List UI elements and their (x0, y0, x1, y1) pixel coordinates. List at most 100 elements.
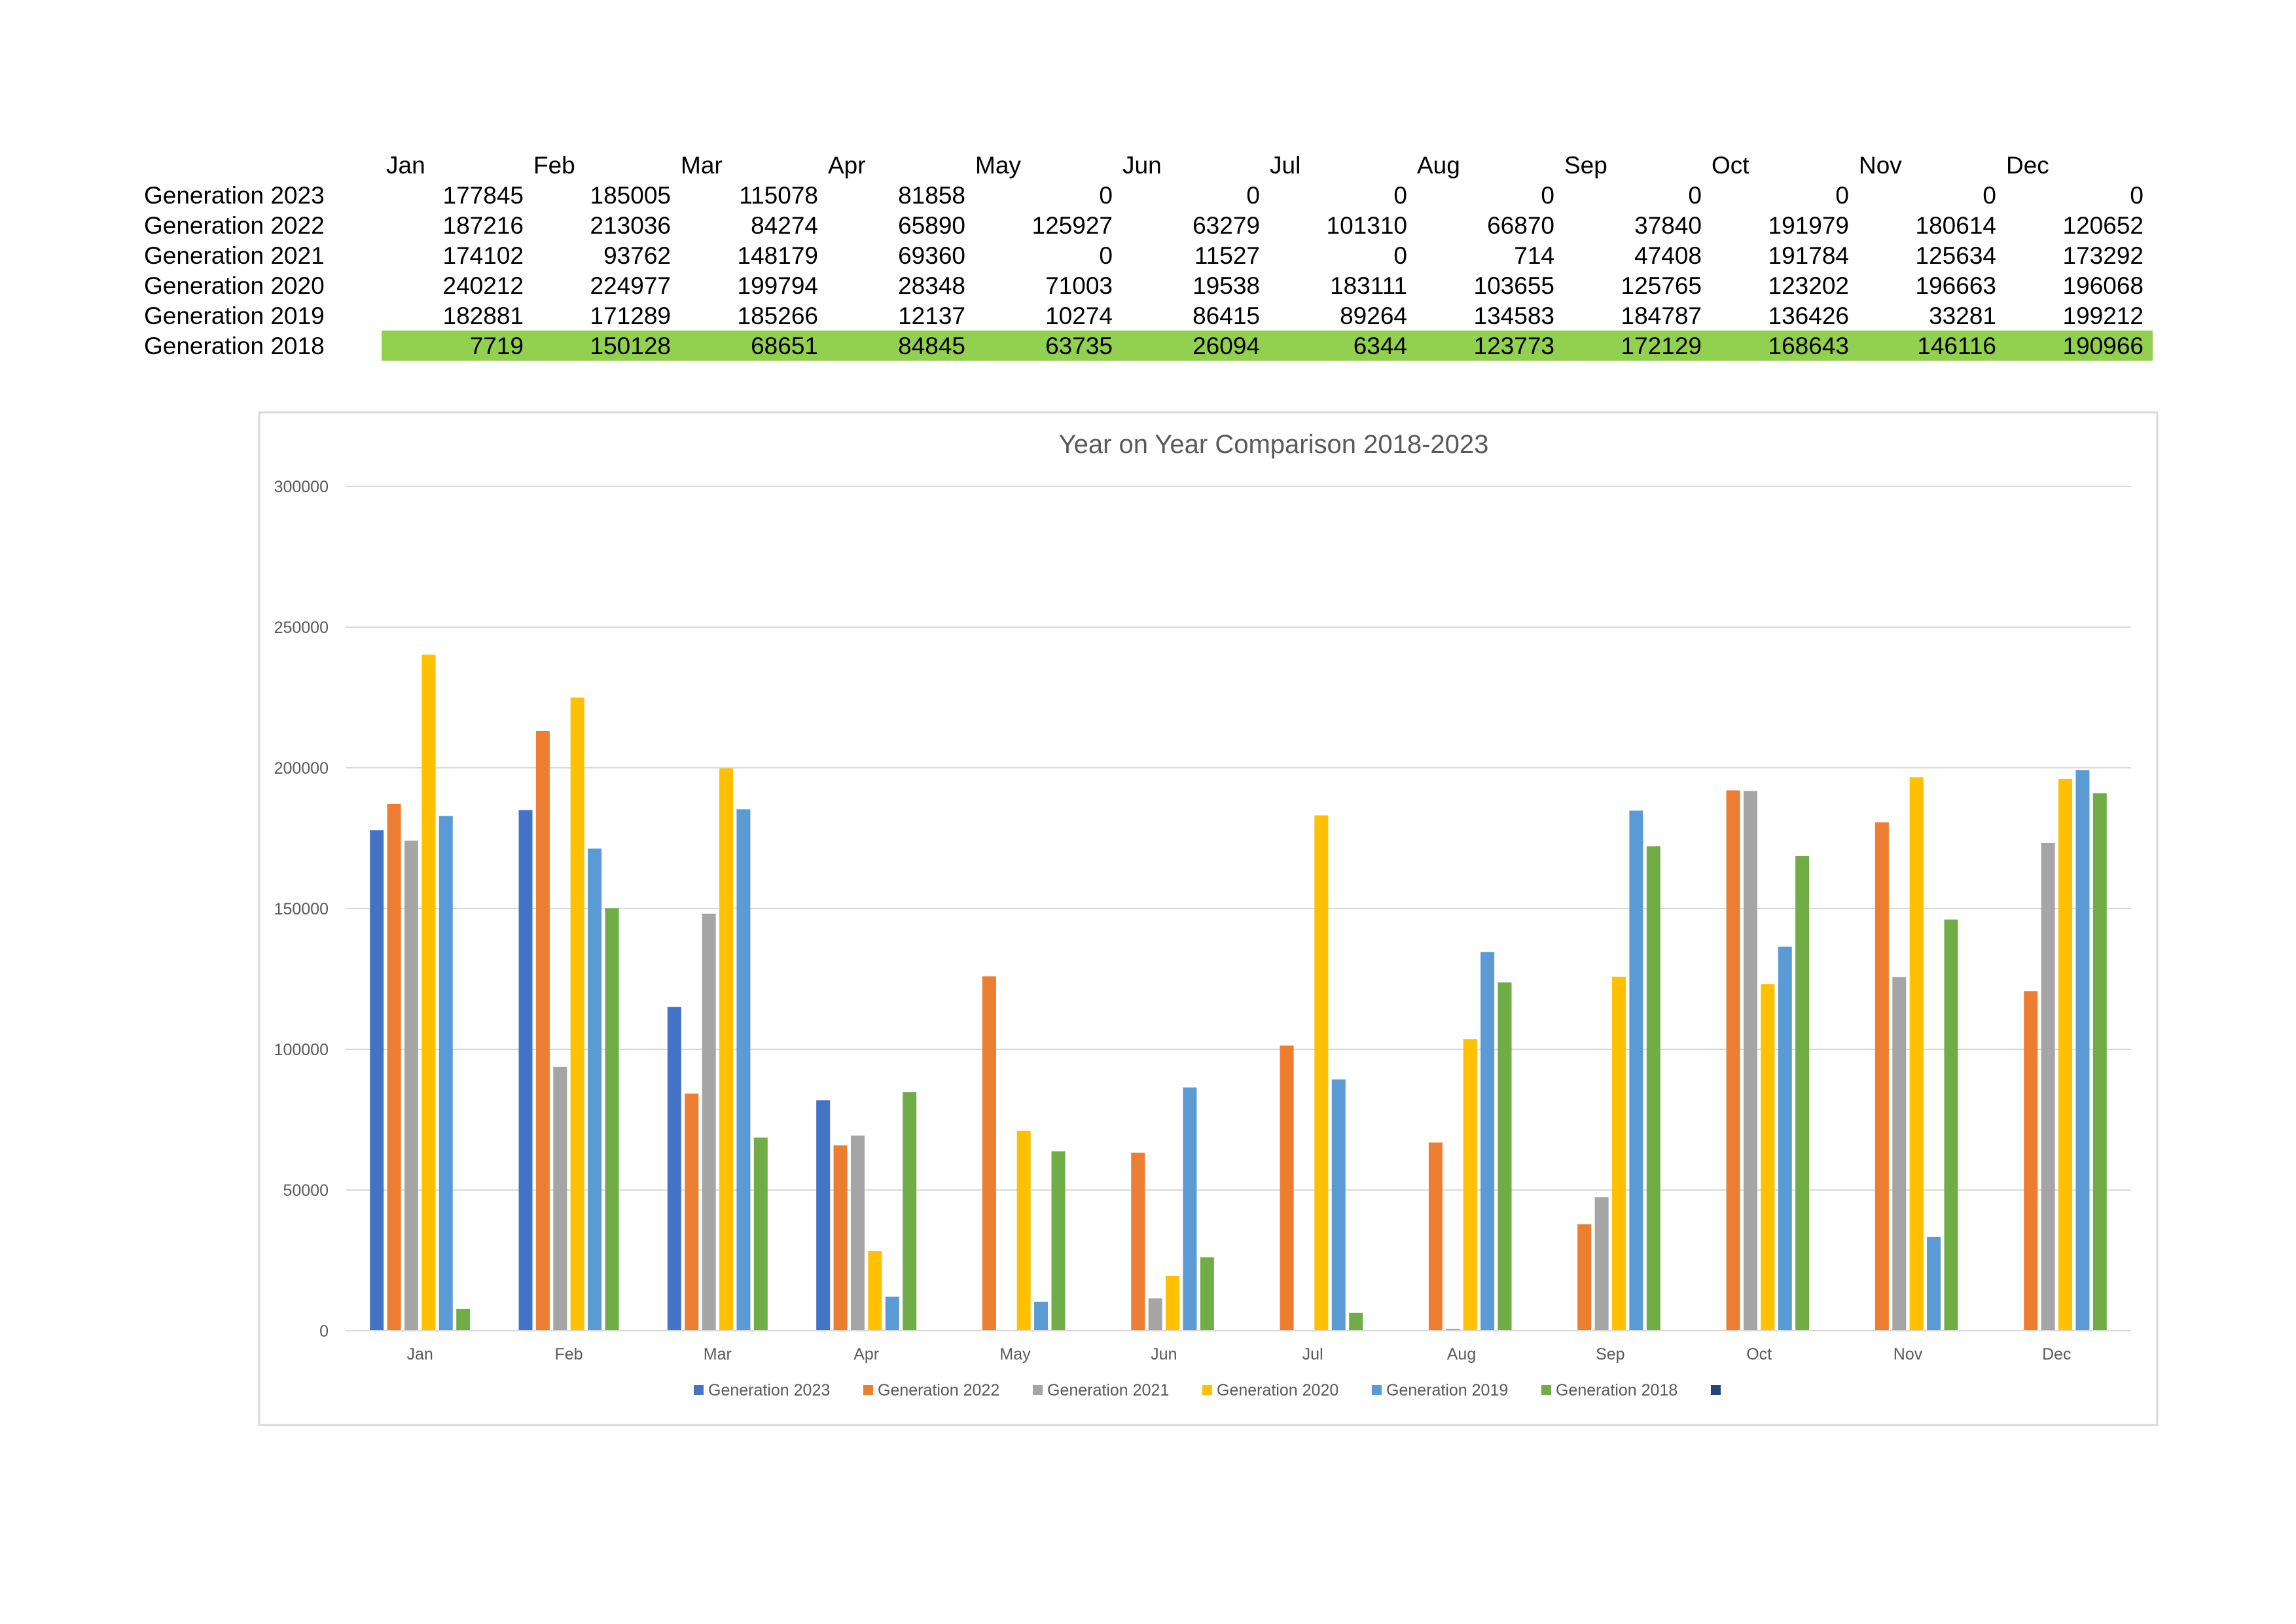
bar-generation-2021-jun[interactable] (1148, 1298, 1162, 1331)
bar-generation-2021-oct[interactable] (1743, 791, 1757, 1331)
bar-generation-2021-apr[interactable] (850, 1135, 865, 1331)
legend-label[interactable]: Generation 2021 (1047, 1381, 1169, 1399)
bar-generation-2021-aug[interactable] (1446, 1328, 1460, 1331)
x-tick-label: Jul (1302, 1345, 1323, 1363)
table-header-month: Mar (681, 152, 723, 179)
table-cell: 68651 (751, 333, 818, 359)
bar-generation-2023-apr[interactable] (816, 1100, 831, 1331)
bar-generation-2023-jan[interactable] (370, 830, 384, 1331)
x-tick-label: Feb (554, 1345, 583, 1363)
bar-generation-2021-mar[interactable] (702, 913, 716, 1331)
x-tick-label: Oct (1746, 1345, 1772, 1363)
bar-generation-2020-apr[interactable] (868, 1251, 882, 1331)
bar-generation-2018-oct[interactable] (1795, 856, 1810, 1331)
bar-generation-2020-mar[interactable] (719, 768, 734, 1331)
y-tick-label: 300000 (274, 478, 329, 496)
bar-generation-2019-jun[interactable] (1183, 1087, 1197, 1331)
table-cell: 171289 (590, 302, 671, 329)
bar-generation-2019-aug[interactable] (1480, 952, 1495, 1331)
bar-generation-2022-jun[interactable] (1131, 1152, 1145, 1331)
bar-generation-2022-feb[interactable] (535, 731, 550, 1331)
table-cell: 120652 (2063, 212, 2144, 239)
legend-label[interactable]: Generation 2019 (1386, 1381, 1508, 1399)
bar-generation-2019-feb[interactable] (588, 848, 602, 1331)
legend-label[interactable]: Generation 2023 (708, 1381, 830, 1399)
bar-generation-2022-may[interactable] (982, 976, 996, 1331)
bar-generation-2022-sep[interactable] (1577, 1224, 1592, 1331)
bar-generation-2018-dec[interactable] (2092, 793, 2107, 1331)
bar-generation-2018-may[interactable] (1051, 1151, 1066, 1331)
bar-generation-2019-jul[interactable] (1331, 1079, 1346, 1331)
bar-generation-2019-apr[interactable] (885, 1296, 899, 1331)
table-cell: 66870 (1487, 212, 1554, 239)
bar-generation-2020-nov[interactable] (1909, 777, 1924, 1331)
bar-generation-2020-sep[interactable] (1612, 977, 1626, 1331)
x-tick-label: Dec (2042, 1345, 2071, 1363)
table-header-month: May (975, 152, 1021, 179)
bar-generation-2020-may[interactable] (1016, 1130, 1031, 1331)
table-cell: 183111 (1330, 272, 1407, 299)
table-cell: 63735 (1045, 333, 1113, 359)
table-cell: 0 (1099, 242, 1113, 269)
bar-generation-2022-apr[interactable] (833, 1145, 848, 1331)
bar-generation-2018-mar[interactable] (753, 1137, 768, 1331)
legend-label[interactable]: Generation 2018 (1556, 1381, 1677, 1399)
bar-generation-2019-dec[interactable] (2075, 770, 2090, 1331)
bar-generation-2022-jan[interactable] (387, 803, 401, 1331)
table-row-label: Generation 2022 (144, 212, 325, 239)
x-axis: Jan Feb Mar Apr May Jun Jul Aug Sep Oct Nov Dec (346, 1330, 2131, 1363)
bar-generation-2019-sep[interactable] (1629, 810, 1643, 1331)
bar-generation-2020-oct[interactable] (1761, 984, 1775, 1331)
bar-generation-2021-jan[interactable] (404, 840, 418, 1331)
bar-generation-2021-nov[interactable] (1892, 977, 1907, 1331)
table-cell: 125927 (1032, 212, 1113, 239)
legend-swatch (1372, 1385, 1382, 1395)
bar-generation-2019-jan[interactable] (439, 816, 453, 1331)
legend-label[interactable]: Generation 2020 (1217, 1381, 1338, 1399)
table-cell: 7719 (470, 333, 524, 359)
table-header-month: Feb (533, 152, 575, 179)
x-tick-label: Nov (1893, 1345, 1923, 1363)
bar-generation-2018-jun[interactable] (1200, 1257, 1214, 1331)
bar-generation-2021-dec[interactable] (2041, 842, 2055, 1331)
bar-generation-2022-mar[interactable] (685, 1093, 699, 1331)
bar-generation-2023-feb[interactable] (518, 810, 533, 1331)
bar-generation-2020-jul[interactable] (1314, 815, 1329, 1331)
bar-generation-2020-jun[interactable] (1166, 1275, 1180, 1331)
bar-generation-2022-dec[interactable] (2024, 991, 2038, 1331)
bar-generation-2019-may[interactable] (1034, 1301, 1049, 1331)
table-cell: 187216 (443, 212, 524, 239)
bar-generation-2021-sep[interactable] (1594, 1197, 1609, 1331)
plot-area (370, 655, 2107, 1331)
bar-generation-2020-dec[interactable] (2058, 778, 2073, 1331)
x-tick-label: Aug (1447, 1345, 1476, 1363)
table-header-month: Nov (1859, 152, 1902, 179)
bar-generation-2022-aug[interactable] (1428, 1142, 1443, 1331)
bar-generation-2018-nov[interactable] (1944, 919, 1958, 1331)
bar-generation-2018-aug[interactable] (1498, 982, 1512, 1331)
table-cell: 714 (1514, 242, 1554, 269)
bar-generation-2020-aug[interactable] (1463, 1039, 1477, 1331)
bar-generation-2019-oct[interactable] (1778, 947, 1792, 1331)
legend-swatch (863, 1385, 873, 1395)
legend-label[interactable]: Generation 2022 (878, 1381, 999, 1399)
table-cell: 65890 (898, 212, 965, 239)
table-header-month: Aug (1417, 152, 1460, 179)
bar-generation-2019-mar[interactable] (736, 809, 751, 1331)
bar-generation-2020-jan[interactable] (422, 655, 436, 1331)
bar-generation-2022-jul[interactable] (1280, 1045, 1294, 1331)
bar-generation-2018-jan[interactable] (456, 1308, 471, 1331)
bar-generation-2018-jul[interactable] (1349, 1312, 1363, 1331)
bar-generation-2021-feb[interactable] (553, 1066, 567, 1331)
table-cell: 101310 (1327, 212, 1407, 239)
bar-generation-2022-oct[interactable] (1726, 790, 1740, 1331)
bar-generation-2020-feb[interactable] (570, 697, 584, 1331)
bar-generation-2023-mar[interactable] (667, 1007, 681, 1331)
table-cell: 0 (1541, 182, 1554, 209)
bar-generation-2019-nov[interactable] (1927, 1236, 1941, 1331)
bar-generation-2018-apr[interactable] (903, 1092, 917, 1331)
bar-generation-2018-feb[interactable] (605, 908, 619, 1331)
bar-generation-2018-sep[interactable] (1646, 846, 1660, 1331)
table-cell: 37840 (1634, 212, 1702, 239)
bar-generation-2022-nov[interactable] (1874, 822, 1889, 1331)
